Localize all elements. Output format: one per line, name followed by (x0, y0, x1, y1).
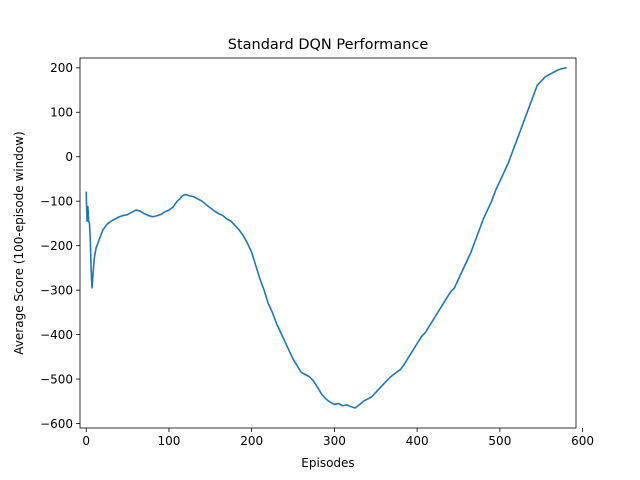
y-tick-label: −200 (40, 239, 73, 253)
axis-ticks: 0 100 200 300 400 500 600 −600 −500 −400 −300 −200 −… (40, 61, 594, 448)
y-tick-label: −300 (40, 283, 73, 297)
y-tick-label: −400 (40, 328, 73, 342)
y-tick-label: −100 (40, 194, 73, 208)
y-tick-label: 100 (50, 106, 73, 120)
y-tick-label: −500 (40, 372, 73, 386)
x-axis-label: Episodes (301, 456, 354, 470)
y-tick-label: 0 (65, 150, 73, 164)
x-tick-label: 100 (157, 434, 180, 448)
x-tick-label: 200 (240, 434, 263, 448)
chart-title: Standard DQN Performance (228, 37, 429, 53)
y-tick-label: −600 (40, 417, 73, 431)
x-tick-label: 400 (406, 434, 429, 448)
y-tick-label: 200 (50, 61, 73, 75)
x-tick-label: 600 (571, 434, 594, 448)
y-axis-label: Average Score (100-episode window) (12, 131, 26, 354)
x-tick-label: 500 (488, 434, 511, 448)
plot-frame (79, 57, 577, 429)
x-tick-label: 300 (323, 434, 346, 448)
series-line (85, 66, 567, 409)
x-tick-label: 0 (82, 434, 90, 448)
